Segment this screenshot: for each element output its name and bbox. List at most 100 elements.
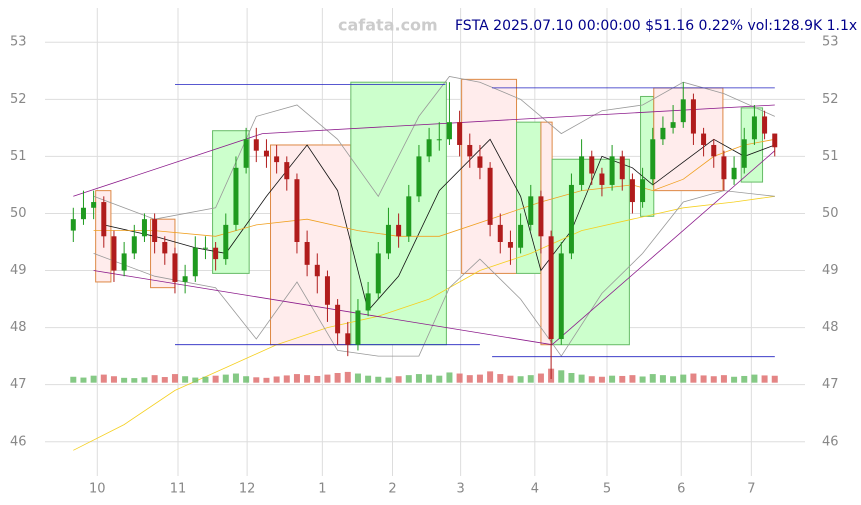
- volume-bar: [446, 372, 453, 383]
- candle-body: [772, 133, 778, 148]
- y-tick-label-right: 49: [822, 263, 839, 278]
- candle-body: [446, 122, 452, 140]
- volume-bar: [690, 373, 697, 383]
- volume-bar: [222, 374, 229, 383]
- volume-bar: [456, 373, 463, 383]
- watermark: cafata.com: [338, 16, 438, 35]
- volume-bar: [761, 375, 768, 383]
- candle-body: [202, 247, 208, 249]
- candle-body: [741, 139, 747, 168]
- volume-bar: [131, 378, 138, 383]
- indicator-line: [73, 195, 775, 451]
- volume-bar: [304, 375, 311, 383]
- candle-body: [141, 219, 147, 237]
- volume-bar: [365, 375, 372, 383]
- candle-body: [548, 236, 554, 340]
- indicator-line: [93, 76, 775, 220]
- volume-bar: [192, 377, 199, 383]
- volume-bar: [161, 377, 168, 383]
- candle-body: [690, 99, 696, 134]
- volume-bar: [375, 376, 382, 383]
- candle-body: [355, 310, 361, 345]
- x-tick-label: 12: [239, 482, 256, 497]
- y-tick-label: 47: [10, 377, 27, 392]
- volume-bar: [405, 375, 412, 383]
- candle-body: [111, 236, 117, 271]
- candle-body: [304, 242, 310, 265]
- volume-bar: [314, 375, 321, 383]
- zone-box: [551, 158, 630, 346]
- candle-body: [416, 156, 422, 197]
- volume-bar: [487, 371, 494, 383]
- x-tick-label: 1: [318, 482, 326, 497]
- candle-body: [324, 276, 330, 305]
- volume-bar: [243, 376, 250, 383]
- volume-bar: [283, 375, 290, 383]
- candle-body: [375, 253, 381, 294]
- volume-bar: [344, 371, 351, 383]
- trend-line: [262, 104, 775, 134]
- candle-body: [223, 224, 229, 260]
- candle-body: [182, 276, 188, 282]
- volume-bar: [263, 377, 270, 383]
- volume-bar: [507, 375, 514, 383]
- volume-bar: [80, 377, 87, 383]
- candle-body: [406, 196, 412, 237]
- candle-body: [751, 116, 757, 140]
- x-tick-label: 11: [170, 482, 187, 497]
- candle-body: [396, 224, 402, 237]
- volume-bar: [171, 374, 178, 383]
- volume-bar: [90, 375, 97, 383]
- volume-bar: [598, 376, 605, 383]
- volume-bar: [751, 374, 758, 383]
- volume-bar: [476, 374, 483, 383]
- candle-body: [70, 219, 76, 231]
- y-tick-label-right: 52: [822, 92, 839, 107]
- y-tick-label-right: 51: [822, 149, 839, 164]
- candle-body: [558, 253, 564, 340]
- candle-body: [680, 99, 686, 123]
- chart-title: FSTA 2025.07.10 00:00:00 $51.16 0.22% vo…: [455, 18, 857, 34]
- volume-bar: [141, 377, 148, 383]
- volume-bar: [121, 377, 128, 383]
- volume-bar: [182, 376, 189, 383]
- volume-bar: [710, 376, 717, 383]
- volume-bar: [253, 377, 260, 383]
- volume-bar: [334, 372, 341, 383]
- candle-body: [721, 156, 727, 180]
- candle-body: [599, 173, 605, 185]
- volume-bar: [720, 375, 727, 383]
- volume-bar: [202, 376, 209, 383]
- candle-body: [385, 224, 391, 254]
- candle-body: [345, 333, 351, 345]
- candle-body: [589, 156, 595, 174]
- volume-bar: [731, 376, 738, 383]
- candle-body: [711, 144, 717, 157]
- volume-bar: [578, 374, 585, 383]
- volume-bar: [110, 376, 117, 383]
- volume-bar: [354, 373, 361, 383]
- candle-body: [660, 127, 666, 140]
- candle-body: [314, 264, 320, 277]
- candle-body: [538, 196, 544, 237]
- trend-line: [93, 270, 553, 346]
- y-tick-label: 49: [10, 263, 27, 278]
- volume-bar: [415, 374, 422, 383]
- volume-bar: [385, 377, 392, 383]
- boxes: [95, 78, 764, 346]
- candle-body: [192, 247, 198, 277]
- candle-body: [284, 162, 290, 180]
- volume-bar: [700, 375, 707, 383]
- candle-body: [365, 293, 371, 311]
- candle-body: [426, 139, 432, 157]
- volume-bar: [466, 375, 473, 383]
- volume-bar: [426, 374, 433, 383]
- volume-bar: [151, 375, 158, 383]
- x-tick-label: 5: [603, 482, 611, 497]
- volume-bar: [537, 373, 544, 383]
- y-tick-label: 50: [10, 206, 27, 221]
- volume-bar: [436, 375, 443, 383]
- indicator-line: [103, 138, 775, 312]
- candle-body: [162, 242, 168, 254]
